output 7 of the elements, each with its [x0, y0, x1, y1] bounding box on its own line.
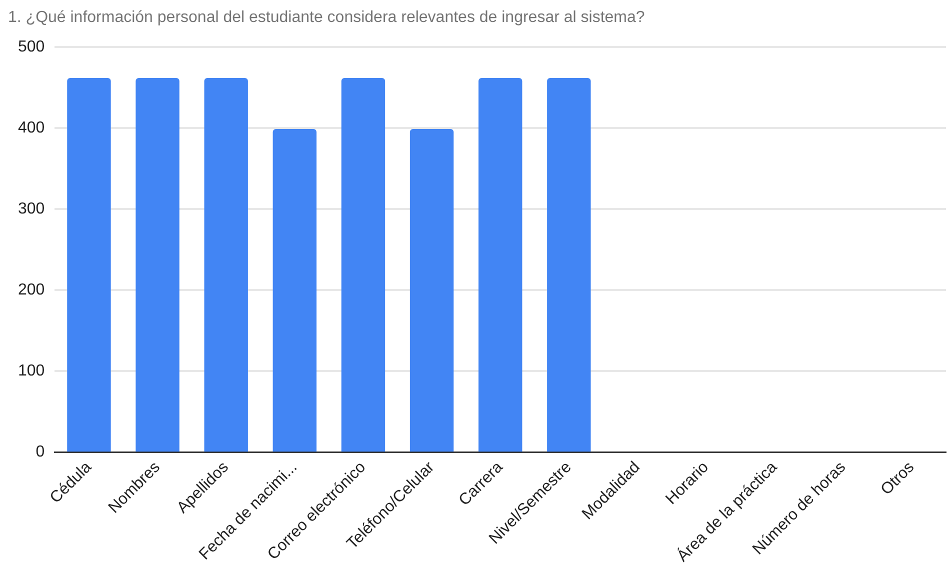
y-tick-label: 400	[18, 120, 45, 137]
y-tick-label: 300	[18, 200, 45, 218]
y-tick-label: 0	[36, 443, 45, 460]
chart-title: 1. ¿Qué información personal del estudiante considera relevantes de ingresar al sistema?	[8, 9, 645, 26]
y-tick-label: 200	[18, 282, 45, 299]
y-tick-label: 100	[18, 362, 45, 380]
y-tick-label: 500	[18, 38, 45, 56]
